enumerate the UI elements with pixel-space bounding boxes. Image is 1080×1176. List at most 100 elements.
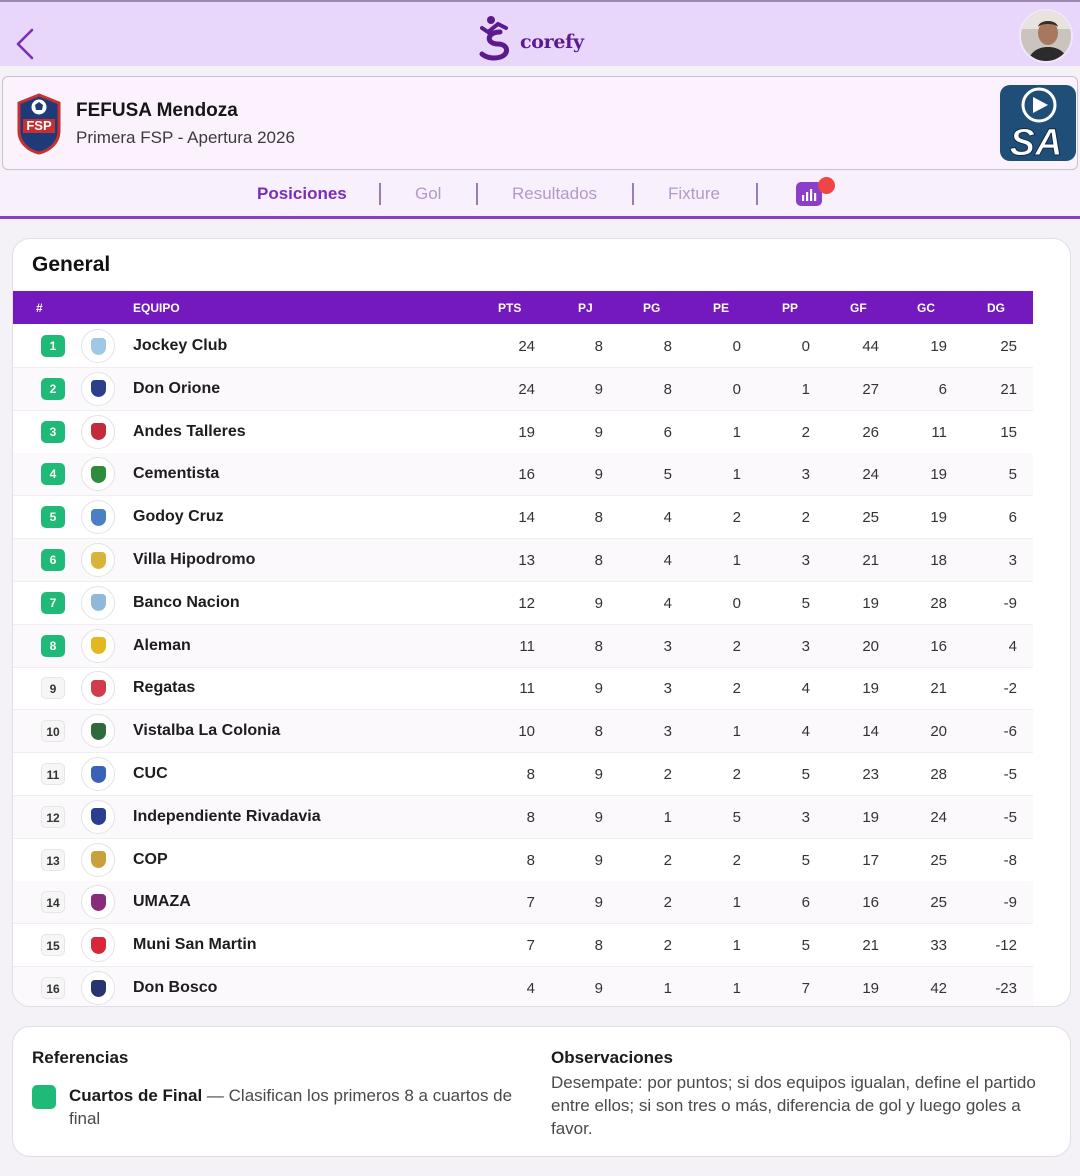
- team-crest-icon[interactable]: [81, 757, 115, 791]
- cell-pg: 4: [663, 552, 672, 569]
- back-icon[interactable]: [12, 26, 40, 62]
- col-header-pg[interactable]: PG: [643, 301, 661, 315]
- team-name[interactable]: Don Bosco: [133, 979, 218, 996]
- table-row[interactable]: 5 Godoy Cruz 14 8 4 2 2 25 19 6: [13, 496, 1033, 540]
- tab-fixture[interactable]: Fixture: [668, 184, 720, 203]
- table-row[interactable]: 6 Villa Hipodromo 13 8 4 1 3 21 18 3: [13, 539, 1033, 582]
- team-crest-icon[interactable]: [81, 371, 115, 406]
- tab-gol[interactable]: Gol: [415, 184, 442, 203]
- cell-dg: -6: [1003, 723, 1017, 741]
- cell-dg: -12: [995, 937, 1017, 955]
- table-row[interactable]: 16 Don Bosco 4 9 1 1 7 19 42 -23: [13, 967, 1033, 1006]
- cell-pg: 8: [663, 338, 672, 355]
- col-header-dg[interactable]: DG: [987, 301, 1005, 315]
- table-row[interactable]: 14 UMAZA 7 9 2 1 6 16 25 -9: [13, 881, 1033, 925]
- team-name[interactable]: COP: [133, 850, 168, 868]
- col-header-pe[interactable]: PE: [713, 301, 730, 315]
- col-header-pj[interactable]: PJ: [578, 301, 593, 315]
- col-header-pts[interactable]: PTS: [498, 301, 522, 315]
- team-crest-icon[interactable]: [81, 671, 115, 706]
- team-name[interactable]: Regatas: [133, 679, 196, 697]
- cell-pe: 2: [732, 766, 741, 783]
- team-crest-icon[interactable]: [81, 500, 115, 535]
- team-name[interactable]: UMAZA: [133, 893, 191, 911]
- cell-pts: 11: [519, 680, 535, 698]
- team-crest-icon[interactable]: [81, 799, 115, 834]
- team-name[interactable]: Villa Hipodromo: [133, 551, 256, 568]
- col-header-gf[interactable]: GF: [850, 301, 867, 315]
- table-row[interactable]: 4 Cementista 16 9 5 1 3 24 19 5: [13, 453, 1033, 497]
- cell-pg: 4: [663, 594, 672, 612]
- avatar[interactable]: [1019, 9, 1073, 63]
- team-name[interactable]: Aleman: [133, 636, 191, 654]
- team-crest-icon[interactable]: [81, 414, 115, 449]
- tab-posiciones[interactable]: Posiciones: [257, 184, 347, 203]
- team-name[interactable]: Independiente Rivadavia: [133, 807, 321, 825]
- cell-pe: 0: [732, 594, 741, 612]
- cell-pp: 3: [801, 637, 810, 655]
- cell-pg: 5: [663, 466, 672, 484]
- cell-pj: 8: [594, 509, 603, 527]
- col-header-pos: #: [36, 301, 43, 315]
- rank-badge: 6: [41, 549, 65, 571]
- rank-badge: 1: [41, 335, 65, 357]
- app-logo[interactable]: corefy: [478, 14, 618, 66]
- team-crest-icon[interactable]: [81, 543, 115, 577]
- team-name[interactable]: Vistalba La Colonia: [133, 722, 281, 740]
- table-row[interactable]: 3 Andes Talleres 19 9 6 1 2 26 11 15: [13, 411, 1033, 454]
- team-name[interactable]: CUC: [133, 765, 168, 782]
- table-row[interactable]: 13 COP 8 9 2 2 5 17 25 -8: [13, 839, 1033, 882]
- sponsor-logo[interactable]: SA: [1000, 85, 1076, 161]
- rank-badge: 2: [41, 377, 65, 400]
- crest-shield-icon: [90, 851, 106, 869]
- table-row[interactable]: 12 Independiente Rivadavia 8 9 1 5 3 19 24 -5: [13, 795, 1033, 839]
- table-row[interactable]: 10 Vistalba La Colonia 10 8 3 1 4 14 20 -6: [13, 710, 1033, 754]
- table-row[interactable]: 9 Regatas 11 9 3 2 4 19 21 -2: [13, 667, 1033, 711]
- stats-chart-icon[interactable]: [796, 182, 822, 206]
- team-crest-icon[interactable]: [81, 842, 115, 877]
- team-name[interactable]: Andes Talleres: [133, 422, 246, 440]
- cell-pts: 8: [526, 766, 535, 783]
- cell-pe: 1: [732, 466, 741, 484]
- team-name[interactable]: Don Orione: [133, 379, 221, 397]
- table-row[interactable]: 2 Don Orione 24 9 8 0 1 27 6 21: [13, 367, 1033, 411]
- team-name[interactable]: Jockey Club: [133, 337, 228, 354]
- cell-gc: 11: [931, 423, 947, 441]
- col-header-gc[interactable]: GC: [917, 301, 935, 315]
- team-crest-icon[interactable]: [81, 928, 115, 963]
- table-row[interactable]: 1 Jockey Club 24 8 8 0 0 44 19 25: [13, 325, 1033, 368]
- team-crest-icon[interactable]: [81, 628, 115, 663]
- crest-shield-icon: [90, 936, 106, 954]
- crest-shield-icon: [90, 551, 106, 569]
- table-row[interactable]: 7 Banco Nacion 12 9 4 0 5 19 28 -9: [13, 582, 1033, 625]
- cell-pp: 5: [801, 594, 810, 612]
- cell-dg: 3: [1008, 552, 1017, 569]
- team-name[interactable]: Banco Nacion: [133, 593, 240, 611]
- team-crest-icon[interactable]: [81, 971, 115, 1005]
- tab-resultados[interactable]: Resultados: [512, 184, 598, 203]
- table-row[interactable]: 15 Muni San Martin 7 8 2 1 5 21 33 -12: [13, 924, 1033, 968]
- cell-gc: 21: [930, 680, 947, 698]
- crest-shield-icon: [90, 637, 106, 655]
- cell-gf: 26: [862, 423, 879, 441]
- team-name[interactable]: Godoy Cruz: [133, 508, 224, 526]
- team-name[interactable]: Cementista: [133, 465, 220, 483]
- cell-pp: 7: [801, 980, 810, 997]
- team-crest-icon[interactable]: [81, 585, 115, 620]
- table-row[interactable]: 8 Aleman 11 8 3 2 3 20 16 4: [13, 624, 1033, 668]
- standings-title: General: [32, 253, 111, 276]
- team-crest-icon[interactable]: [81, 457, 115, 492]
- cell-pg: 2: [663, 937, 672, 955]
- cell-pg: 8: [663, 380, 672, 398]
- table-row[interactable]: 11 CUC 8 9 2 2 5 23 28 -5: [13, 753, 1033, 796]
- team-name[interactable]: Muni San Martin: [133, 936, 257, 954]
- team-crest-icon[interactable]: [81, 329, 115, 363]
- cell-pts: 14: [518, 509, 535, 527]
- col-header-pp[interactable]: PP: [782, 301, 799, 315]
- team-crest-icon[interactable]: [81, 714, 115, 749]
- team-crest-icon[interactable]: [81, 885, 115, 920]
- rank-badge: 4: [41, 463, 65, 486]
- cell-gf: 21: [862, 937, 879, 955]
- cell-pts: 16: [518, 466, 535, 484]
- cell-gf: 14: [862, 723, 879, 741]
